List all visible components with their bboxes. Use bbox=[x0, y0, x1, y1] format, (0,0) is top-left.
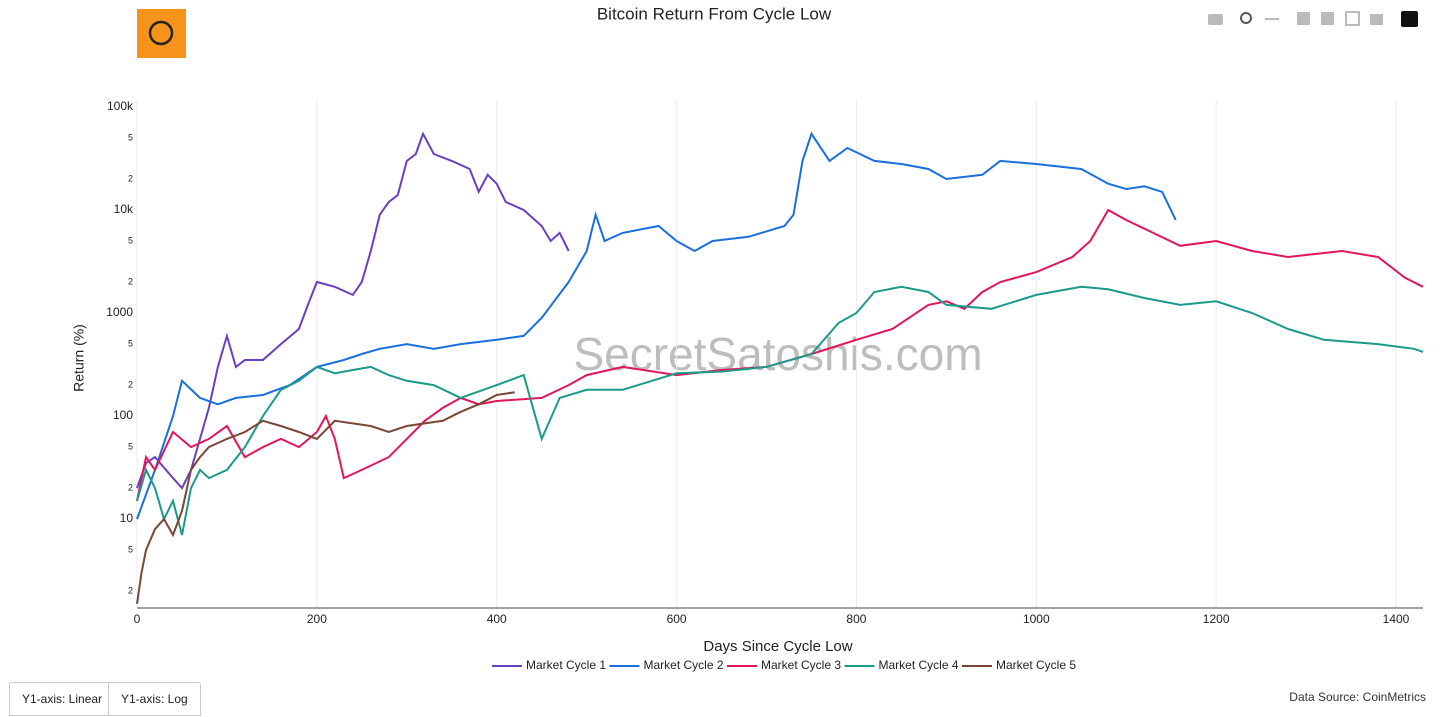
modebar bbox=[1208, 11, 1418, 27]
log-button[interactable]: Y1-axis: Log bbox=[108, 682, 201, 716]
y-tick-label: 10k bbox=[114, 202, 134, 216]
legend-label: Market Cycle 4 bbox=[879, 658, 959, 672]
x-tick-label: 200 bbox=[307, 612, 327, 626]
logo bbox=[137, 9, 186, 58]
series-line bbox=[136, 208, 1424, 502]
y-tick-label: 2 bbox=[128, 379, 133, 389]
home-icon[interactable] bbox=[1370, 14, 1383, 25]
legend-label: Market Cycle 1 bbox=[526, 658, 606, 672]
pan-icon[interactable] bbox=[1265, 18, 1279, 20]
legend-label: Market Cycle 5 bbox=[996, 658, 1076, 672]
y-tick-label: 10 bbox=[120, 511, 134, 525]
logo-icon bbox=[148, 20, 174, 46]
autoscale-icon[interactable] bbox=[1345, 11, 1360, 26]
series-line bbox=[136, 131, 570, 490]
zoom-in-icon[interactable] bbox=[1297, 12, 1310, 25]
legend-label: Market Cycle 3 bbox=[761, 658, 841, 672]
y-tick-label: 2 bbox=[128, 585, 133, 595]
plotly-icon[interactable] bbox=[1401, 11, 1418, 27]
legend-label: Market Cycle 2 bbox=[644, 658, 724, 672]
y-tick-label: 100 bbox=[113, 408, 133, 422]
chart: Bitcoin Return From Cycle Low SecretSato… bbox=[71, 4, 1424, 672]
y-tick-label: 2 bbox=[128, 173, 133, 183]
y-tick-label: 2 bbox=[128, 276, 133, 286]
y-tick-label: 5 bbox=[128, 338, 133, 348]
y-tick-label: 2 bbox=[128, 482, 133, 492]
series-line bbox=[136, 391, 515, 605]
x-tick-label: 1000 bbox=[1023, 612, 1050, 626]
zoom-out-icon[interactable] bbox=[1321, 12, 1334, 25]
linear-button[interactable]: Y1-axis: Linear bbox=[9, 682, 116, 716]
y-axis-title: Return (%) bbox=[71, 324, 87, 392]
y-tick-label: 5 bbox=[128, 235, 133, 245]
y-tick-label: 100k bbox=[107, 99, 134, 113]
data-source: Data Source: CoinMetrics bbox=[1289, 690, 1426, 704]
x-tick-label: 800 bbox=[846, 612, 866, 626]
x-axis-title: Days Since Cycle Low bbox=[703, 638, 852, 655]
y-tick-label: 5 bbox=[128, 544, 133, 554]
watermark: SecretSatoshis.com bbox=[573, 328, 982, 380]
zoom-icon[interactable] bbox=[1240, 12, 1252, 24]
y-tick-label: 5 bbox=[128, 441, 133, 451]
y-tick-label: 5 bbox=[128, 132, 133, 142]
series-line bbox=[136, 131, 1177, 520]
x-tick-label: 600 bbox=[667, 612, 687, 626]
x-tick-label: 0 bbox=[134, 612, 141, 626]
x-tick-label: 400 bbox=[487, 612, 507, 626]
y-tick-label: 1000 bbox=[106, 305, 133, 319]
camera-icon[interactable] bbox=[1208, 14, 1223, 25]
chart-title: Bitcoin Return From Cycle Low bbox=[597, 4, 832, 23]
series-line bbox=[136, 285, 1424, 536]
x-tick-label: 1200 bbox=[1203, 612, 1230, 626]
x-tick-label: 1400 bbox=[1383, 612, 1410, 626]
